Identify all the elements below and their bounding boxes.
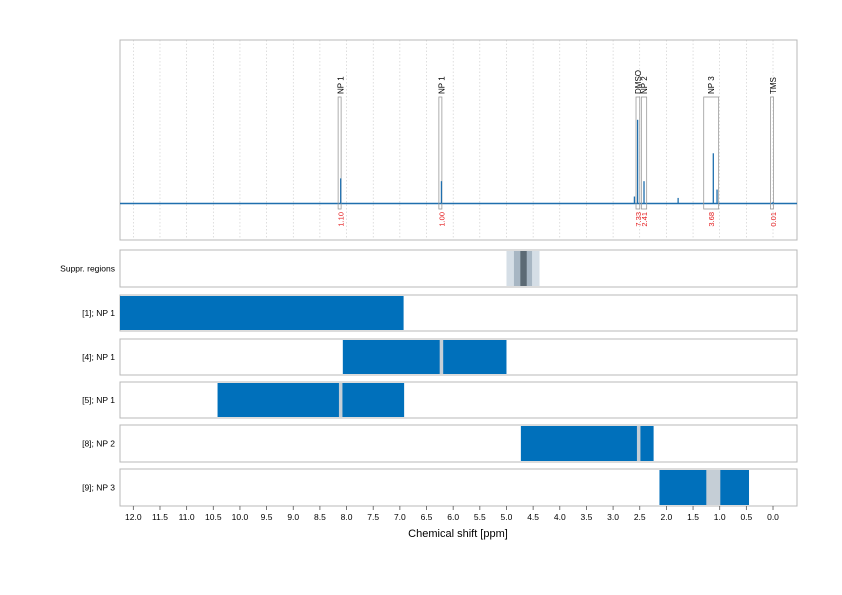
x-tick-label: 8.5 <box>314 512 326 522</box>
x-tick-label: 10.5 <box>205 512 222 522</box>
x-tick-label: 4.5 <box>527 512 539 522</box>
row-label: [4]; NP 1 <box>82 352 115 362</box>
region-bar <box>217 383 405 417</box>
row-frame <box>119 249 798 288</box>
region-row: [1]; NP 1 <box>82 294 798 332</box>
x-tick-label: 3.5 <box>581 512 593 522</box>
peak-label: NP 1 <box>437 76 446 94</box>
x-tick-label: 4.0 <box>554 512 566 522</box>
x-tick-label: 2.0 <box>660 512 672 522</box>
x-tick-label: 1.5 <box>687 512 699 522</box>
region-row: Suppr. regions <box>60 249 798 288</box>
region-gap <box>338 383 343 417</box>
region-gap <box>706 470 721 505</box>
x-tick-label: 7.5 <box>367 512 379 522</box>
region-gap <box>636 426 641 461</box>
peak-integration-box <box>640 96 648 210</box>
x-axis: 12.0 11.5 11.0 10.5 10.0 9.5 9.0 8.5 8.0 7.5 7.0 6.… <box>125 506 779 522</box>
peak-integral: 1.10 <box>337 212 346 227</box>
peak-label: TMS <box>769 77 778 94</box>
peak-label: NP 1 <box>337 76 346 94</box>
peak-integral: 2.41 <box>640 212 649 227</box>
row-label: [5]; NP 1 <box>82 395 115 405</box>
spectrum-panel: NP 1 1.10 NP 1 1.00 DMSO 7.33 NP 2 2.41 NP 3 3.68… <box>119 39 798 241</box>
x-tick-label: 12.0 <box>125 512 142 522</box>
row-label: [1]; NP 1 <box>82 308 115 318</box>
x-tick-label: 11.5 <box>152 512 168 522</box>
peak-integration-box <box>438 96 443 210</box>
region-row: [5]; NP 1 <box>82 381 798 419</box>
region-row: [9]; NP 3 <box>82 468 798 507</box>
region-row: [4]; NP 1 <box>82 338 798 376</box>
row-label: [9]; NP 3 <box>82 483 115 493</box>
x-tick-label: 6.5 <box>421 512 433 522</box>
peak-integration-box <box>635 96 641 210</box>
x-tick-label: 1.0 <box>714 512 726 522</box>
peak-integral: 7.33 <box>634 212 643 227</box>
peak-integration-box <box>703 96 720 210</box>
x-tick-label: 0.5 <box>740 512 752 522</box>
row-label: [8]; NP 2 <box>82 439 115 449</box>
peak-integral: 0.01 <box>769 212 778 227</box>
peak-label: DMSO <box>634 70 643 94</box>
region-bar <box>342 340 507 374</box>
x-tick-label: 5.5 <box>474 512 486 522</box>
x-axis-label: Chemical shift [ppm] <box>408 528 508 540</box>
row-label: Suppr. regions <box>60 264 115 274</box>
peak-integral: 1.00 <box>437 212 446 227</box>
x-tick-label: 7.0 <box>394 512 406 522</box>
peak-integration-box <box>337 96 342 210</box>
x-tick-label: 3.0 <box>607 512 619 522</box>
x-tick-label: 9.0 <box>287 512 299 522</box>
spectrum-frame <box>119 39 798 241</box>
x-tick-label: 10.0 <box>232 512 249 522</box>
x-tick-label: 11.0 <box>179 512 195 522</box>
suppression-band <box>520 251 527 286</box>
region-gap <box>439 340 444 374</box>
peak-integration-box <box>770 96 774 210</box>
region-bar <box>520 426 654 461</box>
peak-label: NP 2 <box>640 76 649 94</box>
x-tick-label: 6.0 <box>447 512 459 522</box>
region-rows: Suppr. regions [1]; NP 1 [4]; NP 1 [5]; NP … <box>60 249 798 507</box>
peak-label: NP 3 <box>707 76 716 94</box>
x-tick-label: 2.5 <box>634 512 646 522</box>
region-row: [8]; NP 2 <box>82 424 798 463</box>
region-bar <box>120 296 404 330</box>
row-frame <box>119 424 798 463</box>
x-tick-label: 0.0 <box>767 512 779 522</box>
x-tick-label: 5.0 <box>501 512 513 522</box>
region-bar <box>659 470 750 505</box>
x-tick-label: 9.5 <box>261 512 273 522</box>
x-tick-label: 8.0 <box>341 512 353 522</box>
peak-integral: 3.68 <box>707 212 716 227</box>
